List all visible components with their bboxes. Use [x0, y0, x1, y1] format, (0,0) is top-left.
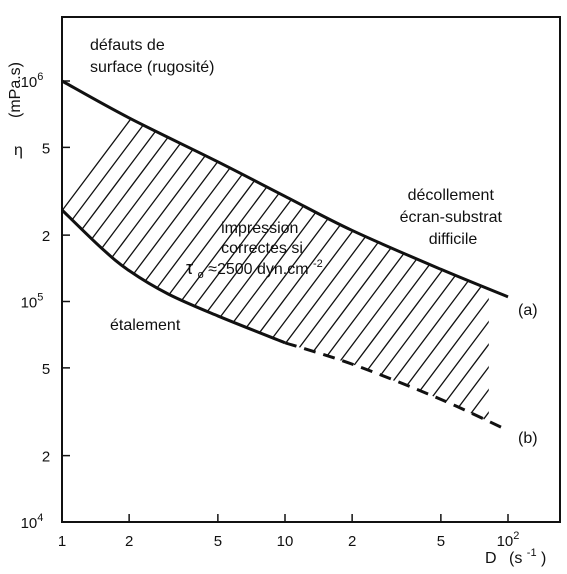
x-tick-label: 5 — [214, 533, 222, 550]
hatch-line — [462, 81, 489, 422]
x-tick-label: 2 — [348, 533, 356, 550]
y-tick-label: 2 — [42, 228, 50, 245]
hatch-line — [139, 81, 489, 422]
x-axis-unit-end: ) — [541, 550, 546, 567]
series-label-b: (b) — [518, 430, 538, 447]
hatch-line — [62, 81, 340, 422]
y-axis-unit: (mPa.s) — [7, 62, 24, 118]
x-tick-label: 1 — [58, 533, 66, 550]
annotation-decollement: décollement écran-substrat difficile — [400, 187, 507, 248]
hatch-line — [241, 81, 489, 422]
shaded-region — [62, 0, 567, 560]
hatch-line — [62, 81, 374, 422]
annotation-tau-formula: τ o ≈2500 dyn.cm -2 — [186, 258, 323, 282]
series-b-dashed — [284, 341, 509, 432]
y-tick-label: 5 — [42, 361, 50, 378]
x-tick-label: 5 — [437, 533, 445, 550]
hatch-line — [62, 81, 476, 422]
annotation-etalement: étalement — [110, 317, 181, 334]
hatch-line — [343, 81, 489, 422]
hatch-line — [190, 81, 489, 422]
hatch-line — [62, 81, 391, 422]
hatch-line — [62, 81, 255, 422]
x-tick-label: 2 — [125, 533, 133, 550]
hatch-line — [224, 81, 489, 422]
x-axis-label: D (s -1 ) — [485, 543, 546, 567]
hatch-line — [62, 81, 459, 422]
y-axis-label: η — [14, 142, 23, 159]
hatch-line — [62, 81, 357, 422]
hatch-line — [258, 81, 489, 422]
annotation-impression: impression correctes si — [221, 220, 303, 257]
hatch-line — [122, 81, 489, 422]
y-tick-label: 104 — [21, 512, 44, 532]
hatch-line — [275, 81, 489, 422]
hatch-line — [326, 81, 489, 422]
x-tick-label: 102 — [497, 530, 520, 550]
hatch-line — [88, 81, 489, 422]
hatch-line — [497, 0, 567, 560]
x-axis-unit-sup: -1 — [527, 547, 537, 559]
y-tick-label: 105 — [21, 292, 44, 312]
hatch-lines — [62, 0, 567, 560]
plot-frame — [61, 16, 561, 523]
hatch-line — [531, 0, 567, 560]
hatch-line — [207, 81, 489, 422]
series-label-a: (a) — [518, 302, 538, 319]
hatch-line — [548, 0, 567, 560]
y-tick-label: 5 — [42, 140, 50, 157]
hatch-line — [479, 81, 489, 422]
series-b-line — [60, 208, 286, 345]
hatch-line — [428, 81, 489, 422]
x-axis-symbol: D — [485, 550, 497, 567]
x-axis-unit: (s — [509, 550, 522, 567]
annotation-defauts: défauts de surface (rugosité) — [90, 37, 215, 76]
hatch-line — [62, 81, 306, 422]
hatch-line — [377, 81, 489, 422]
hatch-line — [62, 81, 323, 422]
hatch-line — [156, 81, 489, 422]
series-a-line — [61, 79, 509, 299]
hatch-line — [173, 81, 489, 422]
hatch-line — [71, 81, 489, 422]
hatch-line — [394, 81, 489, 422]
hatch-line — [62, 81, 442, 422]
series-group — [60, 79, 509, 432]
hatch-line — [292, 81, 489, 422]
hatch-line — [309, 81, 489, 422]
y-tick-label: 2 — [42, 449, 50, 466]
y-tick-label: 106 — [21, 71, 44, 91]
x-tick-label: 10 — [277, 533, 294, 550]
